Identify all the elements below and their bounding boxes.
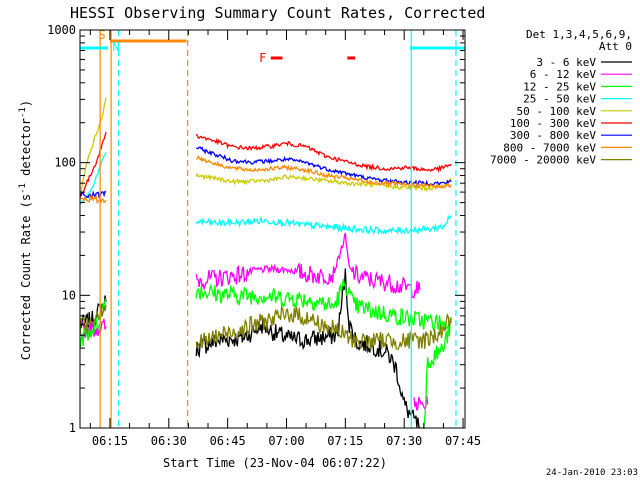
y-axis-label: Corrected Count Rate (s-1 detector-1) — [18, 100, 33, 360]
series-4 — [79, 151, 452, 236]
series-trace — [195, 172, 452, 192]
series-trace — [195, 146, 452, 187]
flag-label: F — [259, 51, 266, 65]
y-tick-label: 1 — [69, 421, 76, 435]
series-trace — [79, 190, 107, 200]
series-9 — [79, 304, 452, 351]
legend-entry-label: 7000 - 20000 keV — [490, 154, 596, 167]
series-7 — [79, 146, 452, 200]
series-trace — [79, 194, 107, 205]
series-layer — [79, 97, 452, 430]
series-trace — [423, 317, 452, 430]
chart-title: HESSI Observing Summary Count Rates, Cor… — [70, 4, 485, 22]
legend-entry-label: 800 - 7000 keV — [503, 141, 596, 154]
legend-entry-label: 12 - 25 keV — [523, 80, 596, 93]
x-axis-label: Start Time (23-Nov-04 06:07:22) — [163, 456, 387, 470]
series-trace — [195, 278, 448, 332]
series-trace — [195, 214, 452, 236]
x-tick-label: 07:00 — [268, 434, 304, 448]
series-2 — [79, 232, 429, 411]
series-trace — [79, 97, 107, 198]
y-tick-label: 10 — [62, 288, 76, 302]
series-trace — [79, 131, 107, 198]
y-tick-label: 1000 — [47, 23, 76, 37]
x-tick-label: 06:30 — [151, 434, 187, 448]
x-tick-label: 06:15 — [92, 434, 128, 448]
axis-ticks: 1000 100 10 1 06:15 06:30 06:45 07:00 07:15 07:30… — [47, 23, 481, 448]
plot-frame — [79, 29, 466, 429]
x-tick-label: 07:15 — [327, 434, 363, 448]
legend-entry-label: 100 - 300 keV — [510, 117, 596, 130]
legend-entry-label: 300 - 800 keV — [510, 129, 596, 142]
generation-timestamp: 24-Jan-2010 23:03 — [546, 468, 638, 478]
legend-header-line1: Det 1,3,4,5,6,9, — [526, 28, 632, 41]
series-trace — [195, 232, 421, 299]
series-8 — [79, 154, 452, 205]
series-trace — [195, 133, 452, 174]
legend-entry-label: 3 - 6 keV — [536, 56, 596, 69]
legend-entry-label: 6 - 12 keV — [530, 68, 597, 81]
series-3 — [79, 278, 452, 430]
legend-header-line2: Att 0 — [599, 40, 632, 53]
legend-entry-label: 50 - 100 keV — [517, 105, 597, 118]
observing-flags: SN F — [80, 28, 465, 65]
x-tick-label: 07:30 — [386, 434, 422, 448]
series-trace — [79, 304, 107, 336]
legend-entry-label: 25 - 50 keV — [523, 93, 596, 106]
flag-label: S — [98, 28, 105, 42]
y-tick-label: 100 — [54, 156, 76, 170]
series-6 — [79, 131, 452, 198]
series-trace — [195, 268, 421, 429]
series-5 — [79, 97, 452, 198]
x-tick-label: 06:45 — [210, 434, 246, 448]
boundary-lines — [99, 30, 457, 428]
x-tick-label: 07:45 — [445, 434, 481, 448]
flag-label: N — [112, 40, 119, 54]
series-trace — [196, 154, 452, 189]
series-trace — [195, 305, 452, 351]
